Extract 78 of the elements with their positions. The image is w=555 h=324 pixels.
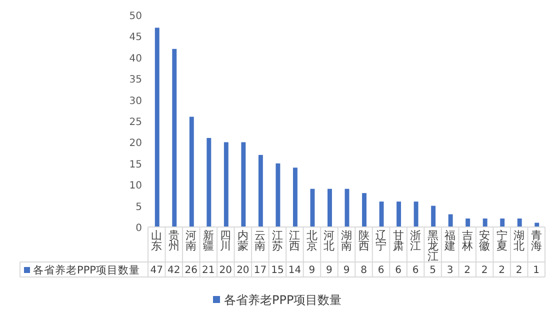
x-tick-label: 宁夏: [496, 229, 508, 252]
data-label: 47: [150, 265, 163, 276]
y-tick-label: 30: [129, 96, 142, 107]
table-legend-key: 各省养老PPP项目数量: [24, 264, 140, 276]
bar: [206, 138, 212, 227]
data-label: 20: [219, 265, 232, 276]
bar: [396, 202, 402, 227]
x-tick-label: 安徽: [479, 229, 490, 252]
bar: [448, 214, 453, 227]
data-label: 1: [533, 265, 540, 276]
data-label: 2: [516, 265, 522, 276]
x-tick-label: 北京: [306, 229, 318, 252]
data-label: 9: [326, 265, 332, 276]
x-tick-label: 湖北: [514, 229, 525, 252]
bar: [431, 206, 436, 227]
y-tick-label: 50: [129, 11, 142, 22]
x-tick-label: 四川: [220, 229, 232, 252]
data-label: 14: [288, 265, 302, 276]
x-tick-label: 河北: [324, 229, 335, 252]
x-tick-label: 江苏: [272, 229, 283, 252]
data-label: 6: [395, 265, 402, 276]
bar: [466, 218, 470, 227]
bar: [500, 218, 505, 227]
data-label: 9: [343, 265, 350, 276]
y-tick-label: 20: [129, 138, 142, 150]
data-label: 8: [360, 265, 367, 276]
bar: [276, 163, 280, 227]
bar: [292, 168, 298, 227]
data-label: 5: [430, 265, 436, 276]
bar: [517, 218, 522, 227]
bar: [414, 202, 418, 227]
bar: [362, 193, 366, 227]
y-tick-label: 25: [129, 117, 142, 128]
y-tick-label: 35: [129, 74, 142, 86]
data-label: 2: [481, 265, 488, 276]
legend: 各省养老PPP项目数量: [213, 293, 342, 307]
data-label: 26: [184, 265, 198, 276]
x-tick-label: 贵州: [168, 229, 180, 252]
bar: [241, 142, 246, 227]
data-label: 3: [446, 265, 454, 276]
x-tick-label: 黑龙江: [427, 229, 438, 263]
data-label: 6: [378, 265, 384, 276]
y-tick-label: 15: [129, 159, 142, 170]
bar: [224, 142, 228, 227]
x-tick-label: 吉林: [460, 229, 473, 252]
y-tick-label: 10: [129, 180, 142, 192]
x-tick-label: 江西: [289, 229, 300, 252]
y-tick-label: 5: [136, 202, 142, 213]
data-label: 15: [271, 265, 284, 276]
data-label: 2: [464, 265, 471, 276]
bar: [328, 188, 332, 227]
data-label: 17: [254, 265, 267, 276]
x-tick-label: 福建: [444, 229, 456, 252]
data-label: 20: [236, 265, 250, 276]
data-label: 6: [412, 265, 419, 276]
data-label: 9: [308, 265, 316, 276]
bar: [258, 154, 263, 227]
y-tick-label: 45: [129, 32, 142, 44]
data-label: 2: [498, 265, 506, 276]
bar: [482, 218, 488, 227]
x-tick-label: 内蒙: [237, 229, 248, 252]
data-label: 42: [168, 265, 180, 276]
bar: [189, 116, 194, 227]
x-tick-label: 辽宁: [376, 229, 387, 252]
x-tick-label: 新疆: [202, 229, 214, 252]
bar: [172, 48, 177, 227]
y-tick-label: 40: [129, 53, 142, 64]
y-tick-label: 0: [136, 223, 142, 234]
data-label: 21: [202, 265, 215, 276]
x-tick-label: 甘肃: [392, 229, 404, 252]
x-tick-label: 陕西: [358, 229, 370, 252]
bar: [154, 28, 160, 227]
x-tick-label: 山东: [151, 229, 162, 252]
x-tick-label: 云南: [254, 229, 266, 252]
x-tick-label: 浙江: [410, 229, 422, 252]
x-tick-label: 青海: [530, 229, 542, 252]
x-tick-label: 湖南: [341, 229, 352, 252]
x-tick-label: 河南: [186, 229, 197, 252]
